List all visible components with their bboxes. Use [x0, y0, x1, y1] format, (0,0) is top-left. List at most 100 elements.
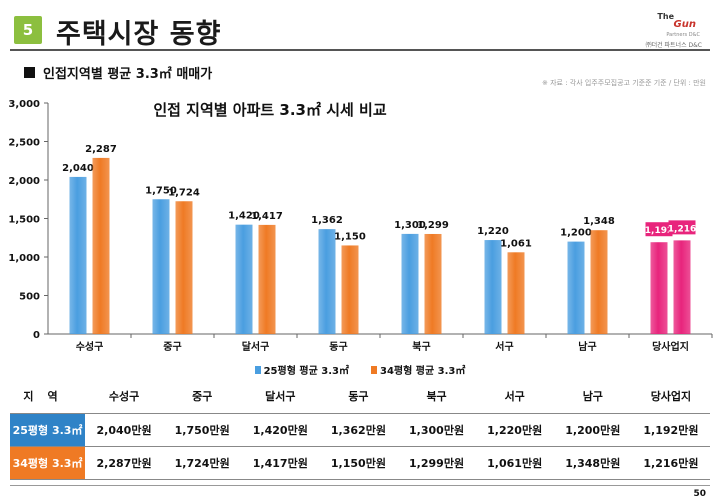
table-cell: 1,200만원: [553, 413, 632, 447]
table-header-cell: 중구: [163, 380, 242, 414]
data-label: 1,200: [560, 228, 592, 239]
data-label-box: [645, 222, 673, 237]
table-cell: 1,300만원: [397, 413, 476, 447]
data-label: 1,420: [228, 211, 260, 222]
data-label: 1,300: [394, 220, 426, 231]
table-header-cell: 북구: [397, 380, 476, 414]
legend-item-series2: 34평형 평균 3.3㎡: [371, 362, 465, 377]
data-label: 1,299: [417, 220, 449, 231]
legend-swatch-series1: [254, 365, 261, 374]
data-label: 1,362: [311, 215, 343, 226]
y-tick-label: 0: [33, 330, 40, 341]
bar: [484, 240, 502, 334]
table-header-label: 지역: [10, 380, 85, 414]
bar: [507, 252, 525, 334]
logo-line-1: The: [657, 12, 674, 21]
table-row: 25평형 3.3㎡ 2,040만원 1,750만원 1,420만원 1,362만…: [10, 413, 710, 447]
table-cell: 1,192만원: [631, 413, 710, 447]
bar: [69, 176, 87, 334]
bar: [318, 229, 336, 334]
row-label-34py: 34평형 3.3㎡: [10, 446, 85, 480]
page-title: 주택시장 동향: [56, 19, 222, 50]
bar: [401, 233, 419, 334]
table-cell: 1,417만원: [241, 446, 320, 480]
source-note: ※ 자료 : 각사 입주주모집공고 기준준 기준 / 단위 : 만원: [542, 79, 706, 87]
legend-label-series2: 34평형 평균 3.3㎡: [380, 366, 466, 377]
price-table: 지역 수성구 중구 달서구 동구 북구 서구 남구 당사업지 25평형 3.3㎡…: [10, 380, 710, 480]
table-cell: 1,750만원: [163, 413, 242, 447]
table-cell: 1,348만원: [553, 446, 632, 480]
section-number-badge: 5: [14, 16, 42, 44]
data-label-box: [668, 220, 696, 235]
page-number: 50: [693, 489, 706, 499]
x-tick-label: 수성구: [76, 340, 104, 353]
footer-divider: [10, 485, 710, 486]
bar: [341, 245, 359, 334]
logo-line-3: Partners D&C: [666, 32, 700, 38]
data-label: 1,192: [645, 226, 673, 236]
header-divider: [10, 49, 710, 51]
bar: [258, 224, 276, 334]
table-header-cell: 동구: [319, 380, 398, 414]
logo-line-2: Gun: [673, 19, 696, 30]
chart-legend: 25평형 평균 3.3㎡ 34평형 평균 3.3㎡: [0, 362, 720, 377]
table-cell: 1,216만원: [631, 446, 710, 480]
bar-chart: 0 500 1,000 1,500 2,000 2,500 3,000 수성구 2,040 2,2…: [8, 99, 713, 353]
table-header-row: 지역 수성구 중구 달서구 동구 북구 서구 남구 당사업지: [10, 380, 710, 414]
bar: [673, 240, 691, 334]
data-label: 1,750: [145, 185, 177, 196]
table-row: 34평형 3.3㎡ 2,287만원 1,724만원 1,417만원 1,150만…: [10, 446, 710, 480]
table-cell: 1,150만원: [319, 446, 398, 480]
x-tick-label: 서구: [495, 340, 513, 353]
y-tick-label: 3,000: [8, 99, 40, 110]
table-header-cell: 남구: [553, 380, 632, 414]
table-cell: 2,287만원: [85, 446, 164, 480]
company-logo: The Gun Partners D&C ㈜더건 파트너스 D&C: [634, 10, 706, 50]
data-label: 1,724: [168, 187, 200, 198]
y-tick-label: 1,500: [8, 215, 40, 226]
x-tick-label: 달서구: [242, 340, 270, 353]
row-label-25py: 25평형 3.3㎡: [10, 413, 85, 447]
x-tick-label: 남구: [578, 340, 596, 353]
data-label: 1,417: [251, 211, 283, 222]
data-label: 1,348: [583, 216, 615, 227]
bar: [235, 224, 253, 334]
data-label: 1,220: [477, 226, 509, 237]
bar: [567, 241, 585, 334]
bar: [92, 157, 110, 334]
legend-swatch-series2: [371, 365, 377, 374]
table-cell: 1,061만원: [475, 446, 554, 480]
legend-item-series1: 25평형 평균 3.3㎡: [254, 362, 349, 377]
table-cell: 2,040만원: [85, 413, 164, 447]
table-cell: 1,420만원: [241, 413, 320, 447]
table-cell: 1,724만원: [163, 446, 242, 480]
x-tick-label: 동구: [329, 341, 347, 353]
x-tick-label: 중구: [163, 341, 181, 353]
data-label: 1,150: [334, 231, 366, 242]
legend-label-series1: 25평형 평균 3.3㎡: [263, 366, 349, 377]
y-tick-label: 2,500: [8, 138, 40, 149]
table-cell: 1,362만원: [319, 413, 398, 447]
bar: [590, 230, 608, 334]
table-header-cell: 서구: [475, 380, 554, 414]
bar: [424, 233, 442, 334]
bar: [650, 242, 668, 334]
section-subtitle: 인접지역별 평균 3.3㎡ 매매가: [24, 63, 212, 82]
table-cell: 1,299만원: [397, 446, 476, 480]
header-bar: 5 주택시장 동향 The Gun Partners D&C ㈜더건 파트너스 …: [0, 0, 720, 58]
bar: [152, 199, 170, 334]
table-header-cell: 달서구: [241, 380, 320, 414]
y-tick-label: 2,000: [8, 176, 40, 187]
table-header-cell: 당사업지: [631, 380, 710, 414]
data-label: 2,287: [85, 144, 117, 155]
x-tick-label: 북구: [412, 341, 430, 353]
data-label: 2,040: [62, 163, 94, 174]
table-header-cell: 수성구: [85, 380, 164, 414]
y-tick-label: 1,000: [8, 253, 40, 264]
x-tick-label: 당사업지: [652, 340, 689, 353]
logo-line-4: ㈜더건 파트너스 D&C: [645, 42, 702, 49]
chart-title: 인접 지역별 아파트 3.3㎡ 시세 비교: [153, 101, 387, 119]
data-label: 1,216: [668, 224, 696, 234]
subtitle-text: 인접지역별 평균 3.3㎡ 매매가: [43, 67, 213, 82]
square-bullet-icon: [24, 67, 35, 78]
